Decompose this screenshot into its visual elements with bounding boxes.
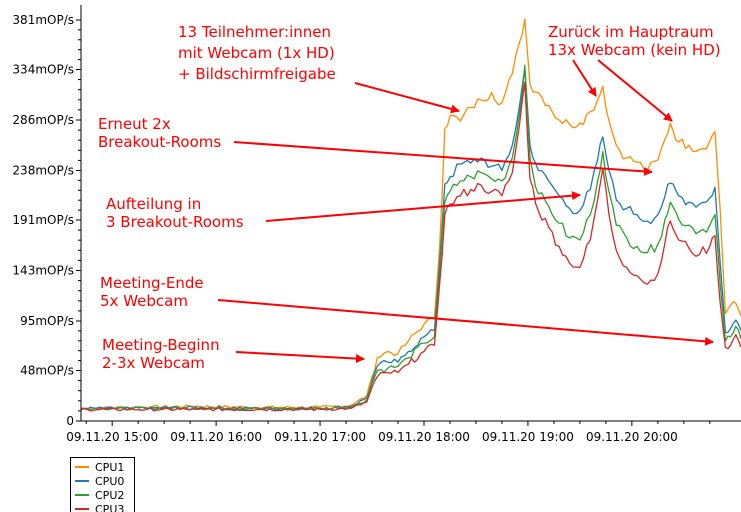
annotation-line: Aufteilung in <box>106 195 201 213</box>
x-tick-label: 09.11.20 20:00 <box>586 430 678 444</box>
y-tick-label: 286mOP/s <box>12 113 74 127</box>
series-line-cpu0 <box>81 67 741 411</box>
annotation-4: Meeting-Ende 5x Webcam <box>100 274 204 310</box>
annotation-line: + Bildschirmfreigabe <box>178 65 336 83</box>
axes: 0 48mOP/s 95mOP/s 143mOP/s 191mOP/s 238mOP/s 2… <box>12 5 741 444</box>
legend-label: CPU0 <box>95 475 124 488</box>
x-tick-label: 09.11.20 15:00 <box>66 430 158 444</box>
x-tick-label: 09.11.20 19:00 <box>482 430 574 444</box>
legend-label: CPU3 <box>95 503 124 512</box>
annotation-arrow <box>354 82 460 114</box>
annotation-5: Meeting-Beginn 2-3x Webcam <box>102 336 220 372</box>
x-tick-label: 09.11.20 17:00 <box>274 430 366 444</box>
annotation-arrow <box>235 351 365 364</box>
annotations: 13 Teilnehmer:innen mit Webcam (1x HD) + B… <box>98 23 721 372</box>
annotation-line: 3 Breakout-Rooms <box>106 213 244 231</box>
annotation-line: Erneut 2x <box>98 115 171 133</box>
annotation-line: 5x Webcam <box>100 292 188 310</box>
annotation-arrow <box>217 299 714 346</box>
annotation-line: Meeting-Beginn <box>102 336 220 354</box>
annotation-line: Breakout-Rooms <box>98 133 221 151</box>
annotation-arrow <box>597 59 673 122</box>
legend-label: CPU2 <box>95 489 124 502</box>
annotation-arrow <box>233 141 653 176</box>
annotation-arrow <box>572 59 597 97</box>
series-group <box>81 18 741 412</box>
annotation-line: 13 Teilnehmer:innen <box>178 23 331 41</box>
annotation-line: 13x Webcam (kein HD) <box>548 41 721 59</box>
y-tick-label: 48mOP/s <box>20 363 74 377</box>
annotation-line: Zurück im Hauptraum <box>548 23 714 41</box>
annotation-arrow <box>265 191 581 222</box>
annotation-1: Zurück im Hauptraum 13x Webcam (kein HD) <box>548 23 721 59</box>
y-tick-label: 143mOP/s <box>12 263 74 277</box>
annotation-line: 2-3x Webcam <box>102 354 205 372</box>
y-tick-label: 95mOP/s <box>20 314 74 328</box>
legend-label: CPU1 <box>95 461 124 474</box>
y-tick-label: 381mOP/s <box>12 13 74 27</box>
annotation-line: Meeting-Ende <box>100 274 204 292</box>
annotation-2: Erneut 2x Breakout-Rooms <box>98 115 221 151</box>
annotation-0: 13 Teilnehmer:innen mit Webcam (1x HD) + B… <box>178 23 336 83</box>
annotation-line: mit Webcam (1x HD) <box>178 44 335 62</box>
y-tick-label: 191mOP/s <box>12 213 74 227</box>
y-tick-label: 238mOP/s <box>12 164 74 178</box>
x-tick-label: 09.11.20 18:00 <box>378 430 470 444</box>
annotation-3: Aufteilung in 3 Breakout-Rooms <box>106 195 244 231</box>
y-tick-label: 334mOP/s <box>12 62 74 76</box>
series-line-cpu1 <box>81 18 741 410</box>
x-tick-label: 09.11.20 16:00 <box>170 430 262 444</box>
series-line-cpu3 <box>81 81 741 412</box>
y-tick-label: 0 <box>66 414 74 428</box>
series-line-cpu2 <box>81 64 741 411</box>
